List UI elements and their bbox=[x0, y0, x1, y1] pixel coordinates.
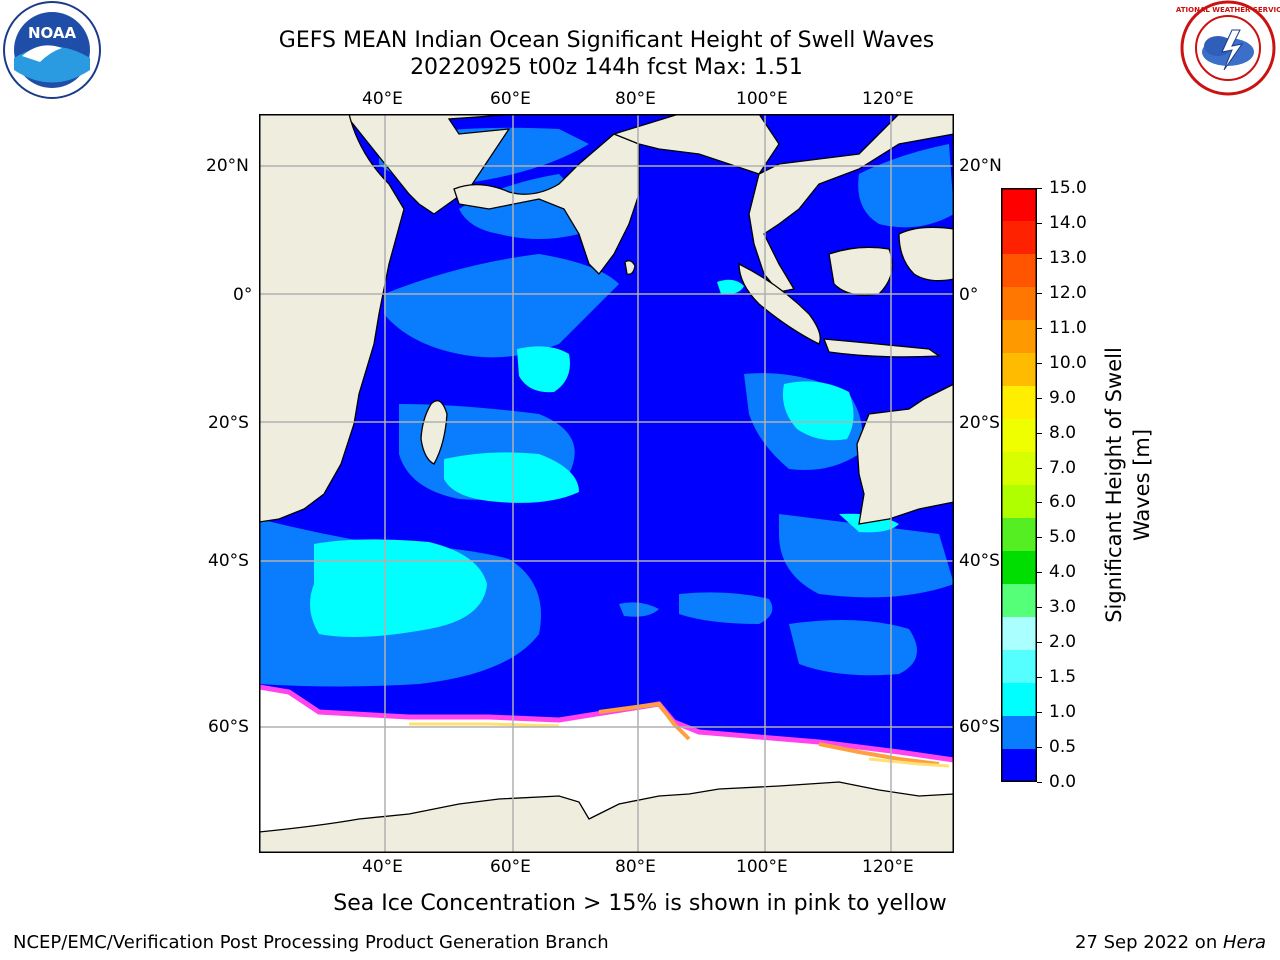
right-lat-label: 20°N bbox=[959, 156, 1002, 176]
colorbar-segment bbox=[1001, 353, 1037, 387]
bottom-lon-label: 80°E bbox=[615, 857, 656, 877]
right-lat-label: 0° bbox=[959, 285, 979, 305]
chart-subtitle: 20220925 t00z 144h fcst Max: 1.51 bbox=[410, 55, 803, 80]
colorbar-tick-label: 4.0 bbox=[1049, 562, 1077, 583]
colorbar-tick bbox=[1037, 397, 1042, 399]
colorbar-segment bbox=[1001, 419, 1037, 453]
colorbar-tick bbox=[1037, 607, 1042, 609]
sea-ice-edge-orange bbox=[598, 701, 940, 766]
colorbar-segment bbox=[1001, 386, 1037, 420]
colorbar-title-line2: Waves [m] bbox=[1130, 428, 1154, 542]
nws-logo-text: NATIONAL WEATHER SERVICE bbox=[1176, 6, 1280, 14]
colorbar-tick bbox=[1037, 292, 1042, 294]
colorbar-segment bbox=[1001, 650, 1037, 684]
footer-credit: NCEP/EMC/Verification Post Processing Pr… bbox=[13, 932, 609, 953]
noaa-logo-text: NOAA bbox=[28, 24, 77, 42]
map-frame bbox=[259, 114, 954, 853]
top-lon-label: 80°E bbox=[615, 89, 656, 109]
colorbar-tick bbox=[1037, 502, 1042, 504]
colorbar-tick-label: 14.0 bbox=[1049, 212, 1087, 233]
colorbar-tick bbox=[1037, 362, 1042, 364]
colorbar-tick-label: 13.0 bbox=[1049, 247, 1087, 268]
colorbar-tick bbox=[1037, 222, 1042, 224]
colorbar-tick-label: 6.0 bbox=[1049, 492, 1077, 513]
bottom-lon-label: 120°E bbox=[862, 857, 914, 877]
colorbar-segment bbox=[1001, 485, 1037, 519]
colorbar-tick bbox=[1037, 712, 1042, 714]
left-lat-label: 0° bbox=[233, 285, 253, 305]
colorbar-tick-label: 7.0 bbox=[1049, 457, 1077, 478]
colorbar-segment bbox=[1001, 320, 1037, 354]
colorbar-tick bbox=[1037, 677, 1042, 679]
chart-title: GEFS MEAN Indian Ocean Significant Heigh… bbox=[278, 28, 935, 53]
colorbar bbox=[1001, 188, 1037, 782]
bottom-lon-label: 40°E bbox=[362, 857, 403, 877]
colorbar-tick-label: 1.5 bbox=[1049, 667, 1077, 688]
left-lat-label: 20°S bbox=[208, 413, 249, 433]
colorbar-tick bbox=[1037, 327, 1042, 329]
footer-date-text: 27 Sep 2022 on bbox=[1075, 932, 1223, 953]
colorbar-segment bbox=[1001, 683, 1037, 717]
right-lat-label: 60°S bbox=[959, 717, 1000, 737]
footer-host: Hera bbox=[1222, 932, 1266, 953]
left-lat-label: 60°S bbox=[208, 717, 249, 737]
top-lon-label: 40°E bbox=[362, 89, 403, 109]
colorbar-segment bbox=[1001, 716, 1037, 750]
top-lon-label: 60°E bbox=[490, 89, 531, 109]
right-lat-label: 40°S bbox=[959, 551, 1000, 571]
colorbar-tick bbox=[1037, 432, 1042, 434]
land-masses bbox=[259, 114, 954, 853]
colorbar-segment bbox=[1001, 188, 1037, 222]
bottom-lon-label: 60°E bbox=[490, 857, 531, 877]
bottom-lon-label: 100°E bbox=[736, 857, 788, 877]
colorbar-tick-label: 10.0 bbox=[1049, 352, 1087, 373]
map-panel bbox=[259, 114, 954, 853]
swell-height-map bbox=[259, 114, 954, 853]
colorbar-segment bbox=[1001, 617, 1037, 651]
sea-ice-caption: Sea Ice Concentration > 15% is shown in … bbox=[333, 891, 947, 916]
colorbar-segment bbox=[1001, 749, 1037, 782]
noaa-logo: NOAA bbox=[0, 0, 105, 100]
colorbar-segment bbox=[1001, 287, 1037, 321]
colorbar-tick-label: 2.0 bbox=[1049, 632, 1077, 653]
colorbar-tick-label: 15.0 bbox=[1049, 178, 1087, 198]
colorbar-tick bbox=[1037, 642, 1042, 644]
colorbar-tick-label: 0.5 bbox=[1049, 737, 1077, 758]
colorbar-tick-label: 5.0 bbox=[1049, 527, 1077, 548]
colorbar-tick-label: 3.0 bbox=[1049, 597, 1077, 618]
colorbar-tick bbox=[1037, 257, 1042, 259]
top-lon-label: 120°E bbox=[862, 89, 914, 109]
colorbar-tick bbox=[1037, 537, 1042, 539]
ocean-high-band bbox=[310, 279, 899, 638]
colorbar-tick-label: 0.0 bbox=[1049, 772, 1077, 792]
colorbar-segment bbox=[1001, 221, 1037, 255]
colorbar-tick bbox=[1037, 782, 1042, 783]
colorbar-tick bbox=[1037, 467, 1042, 469]
footer-date: 27 Sep 2022 on Hera bbox=[1075, 932, 1266, 953]
left-lat-label: 40°S bbox=[208, 551, 249, 571]
colorbar-frame bbox=[1001, 188, 1037, 782]
colorbar-tick bbox=[1037, 747, 1042, 749]
colorbar-tick bbox=[1037, 572, 1042, 574]
colorbar-segment bbox=[1001, 452, 1037, 486]
colorbar-segment bbox=[1001, 551, 1037, 585]
left-lat-label: 20°N bbox=[206, 156, 249, 176]
colorbar-segment bbox=[1001, 584, 1037, 618]
colorbar-tick-label: 11.0 bbox=[1049, 317, 1087, 338]
top-lon-label: 100°E bbox=[736, 89, 788, 109]
colorbar-tick-label: 9.0 bbox=[1049, 387, 1077, 408]
nws-logo: NATIONAL WEATHER SERVICE bbox=[1170, 0, 1280, 100]
colorbar-tick-label: 12.0 bbox=[1049, 282, 1087, 303]
right-lat-label: 20°S bbox=[959, 413, 1000, 433]
colorbar-tick-label: 1.0 bbox=[1049, 702, 1077, 723]
sea-ice-edge-yellow bbox=[409, 722, 950, 768]
colorbar-tick-label: 8.0 bbox=[1049, 422, 1077, 443]
graticule bbox=[259, 114, 954, 853]
colorbar-tick bbox=[1037, 188, 1042, 189]
colorbar-tick-labels: 15.0 14.0 13.0 12.0 11.0 10.0 9.0 8.0 7.0 6.0 5.0 4… bbox=[1037, 178, 1139, 792]
colorbar-title-line1: Significant Height of Swell bbox=[1102, 347, 1126, 623]
colorbar-segment bbox=[1001, 518, 1037, 552]
colorbar-segment bbox=[1001, 254, 1037, 288]
